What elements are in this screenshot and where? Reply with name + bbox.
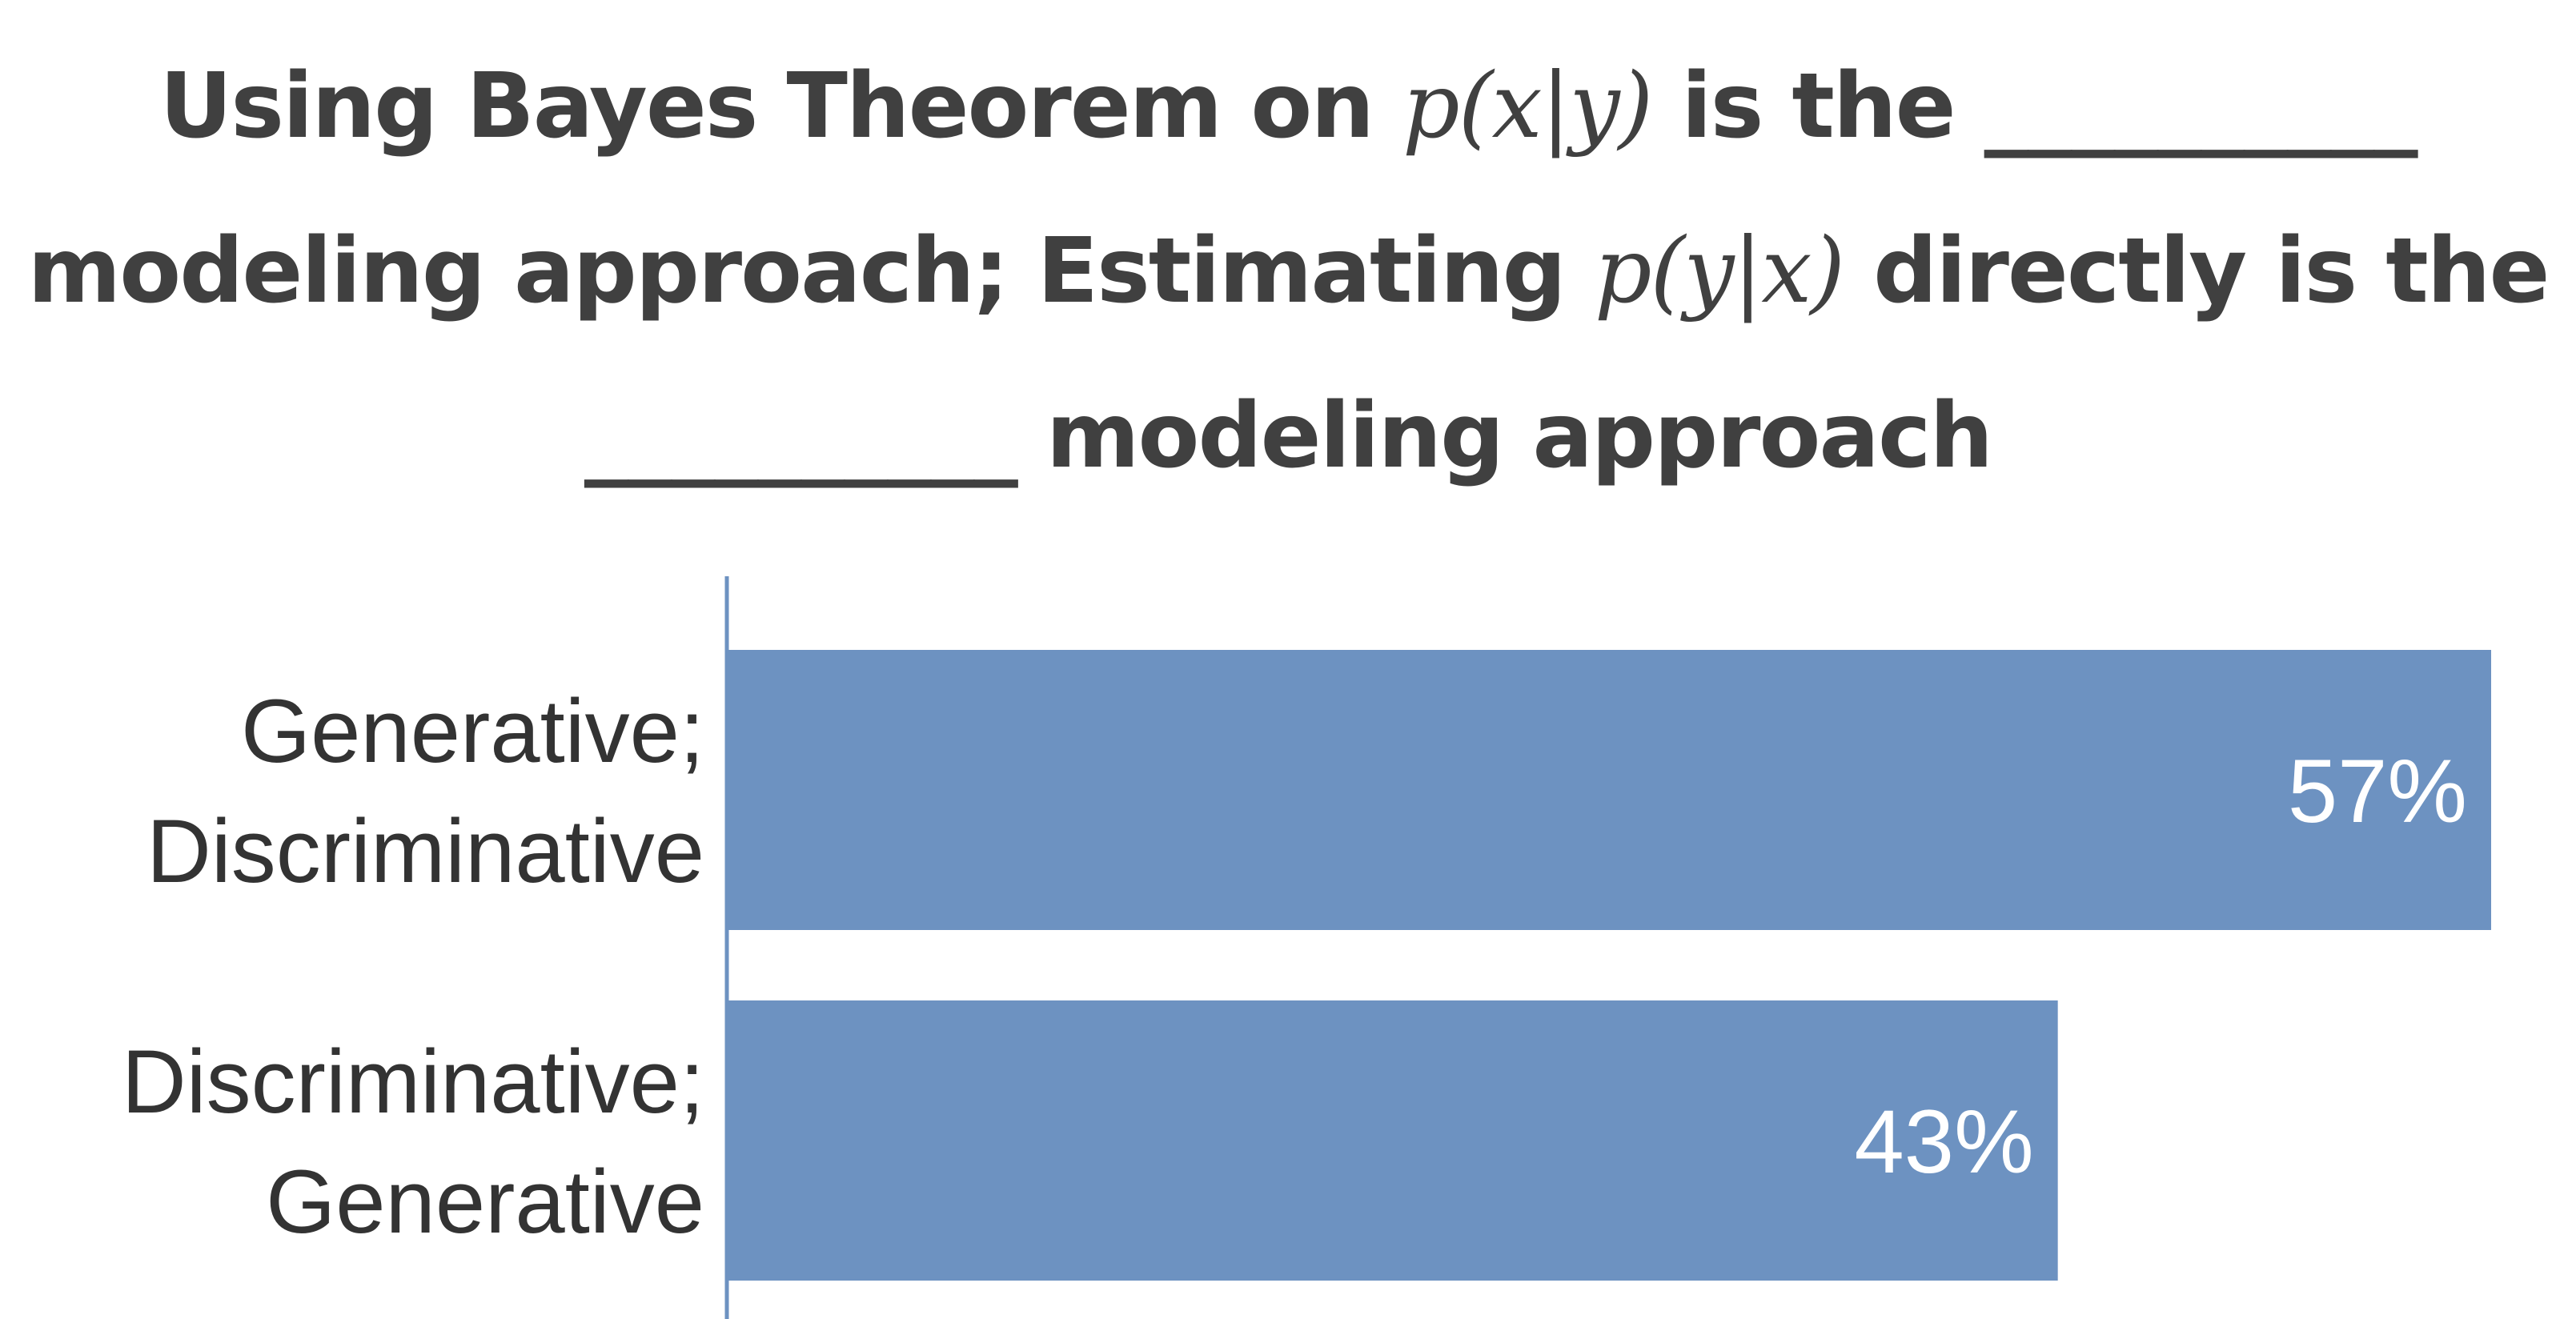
category-label-2-line-2: Generative [266, 1152, 704, 1252]
bar-1 [727, 650, 2491, 930]
title-math-p-y-given-x: p(y|x) [1594, 219, 1845, 323]
bar-2 [727, 1000, 2058, 1281]
title-math-p-x-given-y: p(x|y) [1402, 54, 1653, 158]
category-label-1-line-1: Generative; [241, 681, 704, 781]
bar-value-label-2: 43% [1854, 1092, 2033, 1192]
bar-value-label-1: 57% [2288, 741, 2467, 841]
title-line-2: modeling approach; Estimating p(y|x) dir… [27, 219, 2550, 323]
chart-title: Using Bayes Theorem on p(x|y) is the ___… [0, 24, 2576, 519]
title-line-1: Using Bayes Theorem on p(x|y) is the ___… [159, 54, 2418, 158]
category-label-1-line-2: Discriminative [146, 801, 704, 901]
category-label-2-line-1: Discriminative; [122, 1032, 704, 1132]
title-line-3: __________ modeling approach [584, 384, 1993, 488]
